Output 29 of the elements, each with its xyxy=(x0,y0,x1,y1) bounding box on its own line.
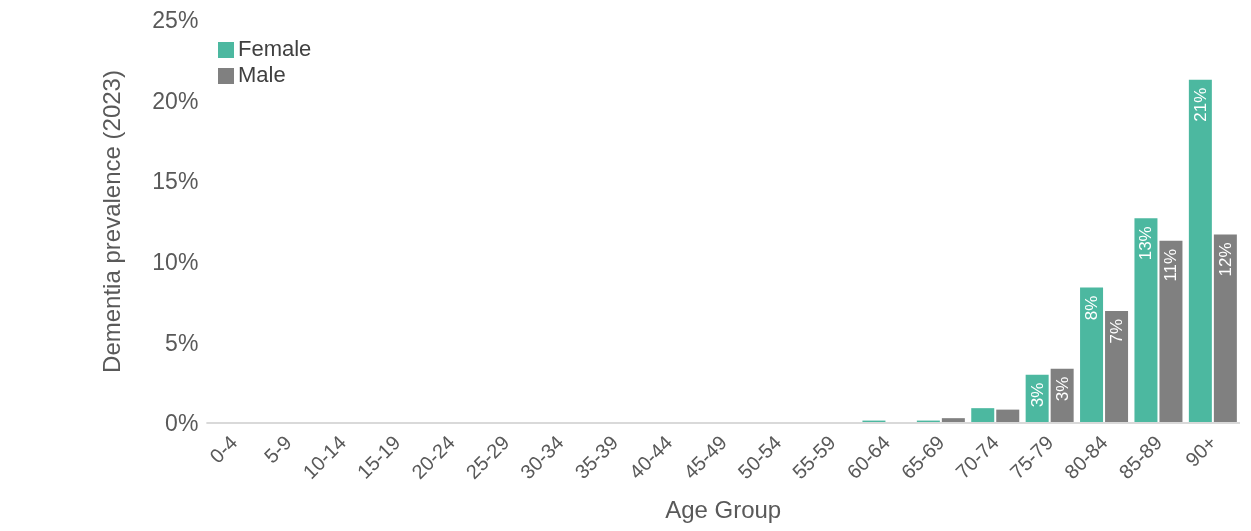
bar xyxy=(1188,79,1212,423)
y-tick-label: 5% xyxy=(165,329,199,356)
data-label: 13% xyxy=(1136,226,1156,261)
x-tick-label: 5-9 xyxy=(259,431,296,468)
data-label: 3% xyxy=(1027,382,1047,408)
bar xyxy=(971,408,995,423)
y-tick-label: 25% xyxy=(152,7,199,34)
x-tick-label: 90+ xyxy=(1181,431,1221,471)
data-label: 11% xyxy=(1161,248,1181,282)
y-tick-label: 15% xyxy=(152,168,199,195)
bar xyxy=(1213,234,1237,423)
data-label: 12% xyxy=(1215,242,1235,277)
y-axis-title: Dementia prevalence (2023) xyxy=(97,70,125,373)
legend-label: Female xyxy=(238,36,312,61)
y-tick-label: 20% xyxy=(152,87,199,114)
bar xyxy=(1105,310,1129,423)
data-label: 7% xyxy=(1107,318,1127,344)
data-label: 3% xyxy=(1052,376,1072,402)
y-tick-label: 10% xyxy=(152,248,199,275)
x-tick-label: 0-4 xyxy=(205,431,242,468)
y-tick-label: 0% xyxy=(165,410,199,437)
bar xyxy=(1159,240,1183,423)
legend-label: Male xyxy=(238,62,286,87)
bar xyxy=(1080,287,1104,423)
x-axis-title: Age Group xyxy=(665,496,782,523)
data-label: 21% xyxy=(1190,87,1210,122)
bar xyxy=(996,409,1020,423)
data-label: 8% xyxy=(1082,295,1102,321)
bar xyxy=(1134,218,1158,423)
